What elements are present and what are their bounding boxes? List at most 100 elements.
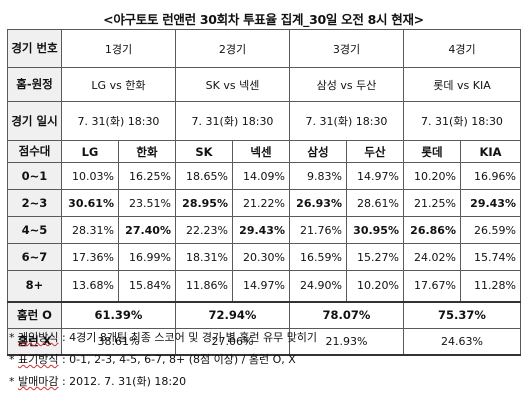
team-name: 한화 xyxy=(118,140,176,163)
team-name: SK xyxy=(175,140,233,163)
game-time-header: 경기 일시 xyxy=(7,101,62,141)
team-name: 삼성 xyxy=(289,140,347,163)
score-band-row: 2~3 30.61% 23.51% 28.95% 21.22% 26.93% 28.61% 2… xyxy=(7,189,521,217)
vote-rate-cell: 14.97% xyxy=(232,270,290,302)
score-band-row: 6~7 17.36% 16.99% 18.31% 20.30% 16.59% 15.27% 2… xyxy=(7,243,521,271)
game-4-matchup: 롯데 vs KIA xyxy=(403,67,521,102)
score-band-row: 4~5 28.31% 27.40% 22.23% 29.43% 21.76% 30.95% 2… xyxy=(7,216,521,244)
vote-rate-cell: 29.43% xyxy=(232,216,290,244)
vote-rate-cell: 10.20% xyxy=(346,270,404,302)
vote-rate-cell: 26.93% xyxy=(289,189,347,217)
team-name: LG xyxy=(61,140,119,163)
vote-rate-cell: 17.67% xyxy=(403,270,461,302)
vote-rate-cell: 21.25% xyxy=(403,189,461,217)
score-band-label: 6~7 xyxy=(7,243,62,271)
vote-rate-cell: 11.28% xyxy=(460,270,521,302)
score-band-label: 2~3 xyxy=(7,189,62,217)
vote-rate-cell: 16.25% xyxy=(118,162,176,190)
note-deadline: * 발매마감 : 2012. 7. 31(화) 18:20 xyxy=(9,375,187,388)
vote-rate-cell: 15.74% xyxy=(460,243,521,271)
team-name: KIA xyxy=(460,140,521,163)
vote-rate-cell: 9.83% xyxy=(289,162,347,190)
row-homerun-o: 홈런 O 61.39% 72.94% 78.07% 75.37% xyxy=(7,300,521,329)
vote-rate-cell: 27.40% xyxy=(118,216,176,244)
game-2-number: 2경기 xyxy=(175,29,290,68)
note-text: : 0-1, 2-3, 4-5, 6-7, 8+ (8점 이상) / 홈런 O,… xyxy=(61,353,296,366)
game-3-homerun-x: 21.93% xyxy=(289,328,404,356)
vote-rate-cell: 24.02% xyxy=(403,243,461,271)
vote-rate-cell: 30.95% xyxy=(346,216,404,244)
homerun-o-header: 홈런 O xyxy=(7,300,62,329)
note-text: : 2012. 7. 31(화) 18:20 xyxy=(61,375,187,388)
score-band-label: 8+ xyxy=(7,270,62,302)
game-1-homerun-x: 38.61% xyxy=(61,328,176,356)
game-1-number: 1경기 xyxy=(61,29,176,68)
game-2-homerun-o: 72.94% xyxy=(175,300,290,329)
score-band-row: 8+ 13.68% 15.84% 11.86% 14.97% 24.90% 10.20% 17… xyxy=(7,270,521,302)
vote-rate-table: 경기 번호 1경기 2경기 3경기 4경기 홈-원정 LG vs 한화 SK v… xyxy=(7,29,521,356)
game-4-homerun-o: 75.37% xyxy=(403,300,521,329)
score-band-label: 0~1 xyxy=(7,162,62,190)
vote-rate-cell: 24.90% xyxy=(289,270,347,302)
vote-rate-cell: 18.65% xyxy=(175,162,233,190)
vote-rate-cell: 30.61% xyxy=(61,189,119,217)
vote-rate-cell: 26.59% xyxy=(460,216,521,244)
vote-rate-cell: 15.84% xyxy=(118,270,176,302)
game-2-matchup: SK vs 넥센 xyxy=(175,67,290,102)
row-game-number: 경기 번호 1경기 2경기 3경기 4경기 xyxy=(7,29,521,68)
vote-rate-cell: 13.68% xyxy=(61,270,119,302)
row-team-names: 점수대 LG 한화 SK 넥센 삼성 두산 롯데 KIA xyxy=(7,140,521,163)
game-4-number: 4경기 xyxy=(403,29,521,68)
vote-rate-cell: 16.96% xyxy=(460,162,521,190)
vote-rate-cell: 28.61% xyxy=(346,189,404,217)
game-2-homerun-x: 27.06% xyxy=(175,328,290,356)
game-1-time: 7. 31(화) 18:30 xyxy=(61,101,176,141)
game-3-homerun-o: 78.07% xyxy=(289,300,404,329)
team-name: 두산 xyxy=(346,140,404,163)
vote-rate-cell: 29.43% xyxy=(460,189,521,217)
game-1-matchup: LG vs 한화 xyxy=(61,67,176,102)
game-3-number: 3경기 xyxy=(289,29,404,68)
vote-rate-cell: 15.27% xyxy=(346,243,404,271)
vote-rate-cell: 17.36% xyxy=(61,243,119,271)
vote-rate-cell: 18.31% xyxy=(175,243,233,271)
vote-rate-cell: 20.30% xyxy=(232,243,290,271)
game-4-time: 7. 31(화) 18:30 xyxy=(403,101,521,141)
table-body: 경기 번호 1경기 2경기 3경기 4경기 홈-원정 LG vs 한화 SK v… xyxy=(7,29,521,356)
vote-rate-cell: 26.86% xyxy=(403,216,461,244)
score-band-label: 4~5 xyxy=(7,216,62,244)
note-label: 게임방식 xyxy=(18,331,59,344)
home-away-header: 홈-원정 xyxy=(7,67,62,102)
vote-rate-cell: 28.31% xyxy=(61,216,119,244)
vote-rate-cell: 10.03% xyxy=(61,162,119,190)
vote-rate-cell: 10.20% xyxy=(403,162,461,190)
notes: * 게임방식 : 4경기 8개팀 최종 스코어 및 경기 별 홈런 유무 맞히기… xyxy=(9,327,521,393)
vote-rate-cell: 28.95% xyxy=(175,189,233,217)
game-2-time: 7. 31(화) 18:30 xyxy=(175,101,290,141)
note-text: : 4경기 8개팀 최종 스코어 및 경기 별 홈런 유무 맞히기 xyxy=(61,331,318,344)
vote-rate-cell: 14.09% xyxy=(232,162,290,190)
row-game-time: 경기 일시 7. 31(화) 18:30 7. 31(화) 18:30 7. 3… xyxy=(7,101,521,141)
team-name: 넥센 xyxy=(232,140,290,163)
score-band-header: 점수대 xyxy=(7,140,62,163)
note-label: 발매마감 xyxy=(18,375,59,388)
vote-rate-cell: 16.99% xyxy=(118,243,176,271)
note-game-method: * 게임방식 : 4경기 8개팀 최종 스코어 및 경기 별 홈런 유무 맞히기 xyxy=(9,331,318,344)
game-3-time: 7. 31(화) 18:30 xyxy=(289,101,404,141)
row-homerun-x: 홈런 X 38.61% 27.06% 21.93% 24.63% xyxy=(7,328,521,356)
game-3-matchup: 삼성 vs 두산 xyxy=(289,67,404,102)
homerun-x-header: 홈런 X xyxy=(7,328,62,356)
game-4-homerun-x: 24.63% xyxy=(403,328,521,356)
page-title: <야구토토 런앤런 30회차 투표율 집계_30일 오전 8시 현재> xyxy=(103,12,424,27)
vote-rate-cell: 16.59% xyxy=(289,243,347,271)
vote-rate-cell: 14.97% xyxy=(346,162,404,190)
vote-rate-cell: 11.86% xyxy=(175,270,233,302)
vote-rate-cell: 23.51% xyxy=(118,189,176,217)
note-label: 표기방식 xyxy=(18,353,59,366)
team-name: 롯데 xyxy=(403,140,461,163)
vote-rate-cell: 22.23% xyxy=(175,216,233,244)
vote-rate-cell: 21.22% xyxy=(232,189,290,217)
score-band-row: 0~1 10.03% 16.25% 18.65% 14.09% 9.83% 14.97% 10… xyxy=(7,162,521,190)
row-home-away: 홈-원정 LG vs 한화 SK vs 넥센 삼성 vs 두산 롯데 vs KI… xyxy=(7,67,521,102)
vote-rate-cell: 21.76% xyxy=(289,216,347,244)
